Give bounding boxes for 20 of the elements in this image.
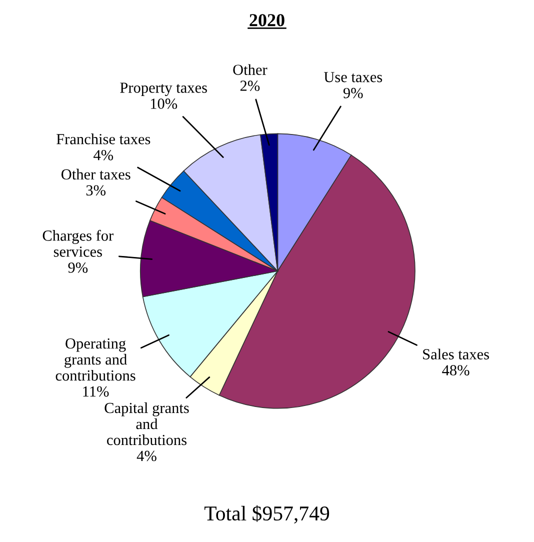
slice-label: Sales taxes bbox=[423, 348, 489, 360]
data-label: 9% bbox=[343, 88, 363, 98]
data-label: 11% bbox=[83, 386, 109, 397]
slice-label: Franchise taxes bbox=[56, 134, 150, 144]
data-label: 48% bbox=[442, 365, 470, 376]
data-label: 10% bbox=[150, 98, 178, 109]
data-label: 4% bbox=[94, 150, 114, 160]
slice-label: Capital grants and contributions bbox=[104, 402, 189, 446]
text: Total $957,749 bbox=[204, 505, 330, 524]
data-label: 3% bbox=[86, 185, 106, 196]
slice-label: Operating grants and contributions bbox=[56, 338, 136, 381]
chart-title: 2020 bbox=[250, 14, 284, 26]
data-label: 9% bbox=[68, 262, 88, 273]
data-label: 4% bbox=[136, 450, 156, 462]
slice-label: Other taxes bbox=[61, 168, 130, 180]
slice-label: Property taxes bbox=[120, 82, 207, 96]
slice-label: Use taxes bbox=[324, 72, 382, 82]
data-label: 2% bbox=[240, 80, 260, 91]
slice-label: Charges for services bbox=[42, 230, 114, 257]
slice-label: Other bbox=[233, 64, 268, 75]
